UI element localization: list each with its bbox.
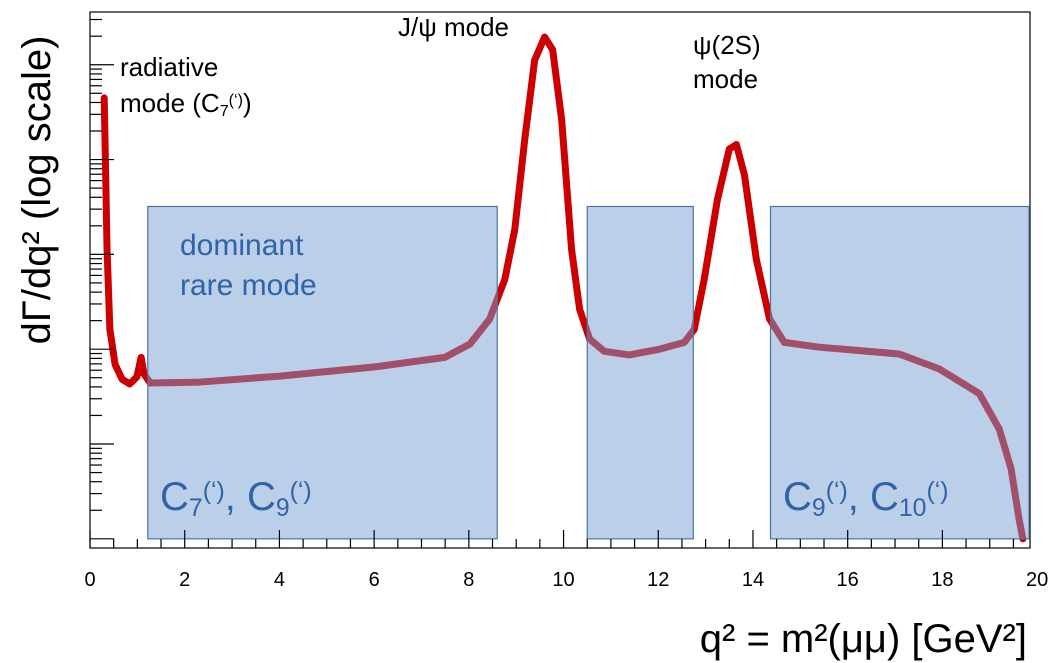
x-tick-label: 20 [1026,569,1048,591]
label-part: radiative [120,52,218,82]
label-part: dominant [180,229,304,262]
plot-frame [89,11,1031,549]
label-part: J/ψ mode [398,12,509,42]
annotation: J/ψ mode [398,12,509,42]
x-tick-label: 18 [931,569,953,591]
x-tick-label: 8 [463,569,474,591]
region [586,205,694,540]
label-part: ψ(2S) [693,30,761,60]
x-tick-label: 2 [179,569,190,591]
x-axis-title: q² = m²(μμ) [GeV²] [700,617,1027,661]
label-part: rare mode [180,269,317,302]
region [147,205,498,540]
label-part: C [160,475,189,519]
x-tick-label: 14 [742,569,764,591]
label-part: (‘) [926,478,948,505]
label-part: 9 [276,495,290,522]
x-tick-label: 0 [84,569,95,591]
label-part: 7 [189,495,203,522]
label-part: mode (C [120,88,220,118]
annotation: mode [693,64,758,94]
label-part: (‘) [290,478,312,505]
region-label: C7(‘), C9(‘) [160,475,312,522]
label-part: mode [693,64,758,94]
label-part: 7 [220,102,229,120]
annotation: mode (C7(‘)) [120,88,252,120]
label-part: 10 [899,495,927,522]
label-part: , C [225,475,276,519]
label-part: , C [848,475,899,519]
label-part: ) [243,88,252,118]
y-axis-title: dΓ/dq² (log scale) [15,36,59,345]
label-part: (‘) [826,478,848,505]
x-tick-label: 10 [552,569,574,591]
label-part: (‘) [229,91,243,109]
annotation: radiative [120,52,218,82]
x-tick-label: 16 [837,569,859,591]
region [769,205,1030,540]
x-tick-label: 4 [274,569,285,591]
x-tick-label: 6 [369,569,380,591]
region-label: rare mode [180,269,317,302]
region-label: dominant [180,229,304,262]
label-part: (‘) [203,478,225,505]
label-part: C [783,475,812,519]
label-part: 9 [812,495,826,522]
annotation: ψ(2S) [693,30,761,60]
x-tick-label: 12 [647,569,669,591]
region-label: C9(‘), C10(‘) [783,475,948,522]
